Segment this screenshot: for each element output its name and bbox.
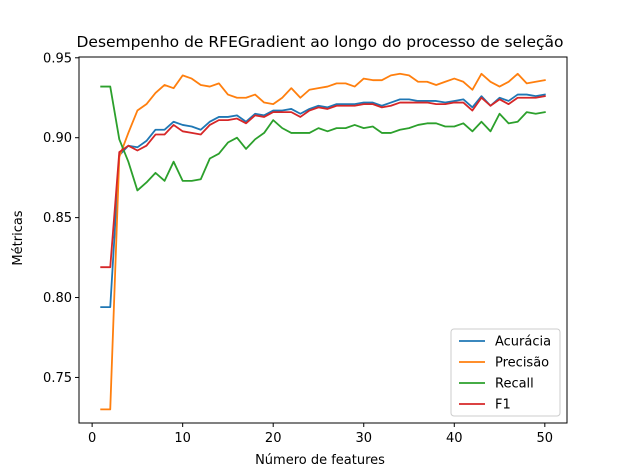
x-tick-label-4: 40 [446,431,463,446]
x-tick-label-5: 50 [537,431,554,446]
y-tick-label-0: 0.75 [43,371,72,386]
series-line-1 [100,72,546,411]
legend-label-0: Acurácia [495,335,551,350]
series-line-2 [100,85,546,192]
legend-label-1: Precisão [495,356,549,371]
legend: Acurácia Precisão Recall F1 [450,328,561,417]
y-tick-label-1: 0.80 [43,291,72,306]
y-tick-label-2: 0.85 [43,211,72,226]
series-line-0 [100,93,546,309]
plot-frame [78,56,568,424]
chart-title: Desempenho de RFEGradient ao longo do pr… [76,33,563,51]
y-tick-label-3: 0.90 [43,131,72,146]
legend-label-2: Recall [495,377,534,392]
y-tick-label-4: 0.95 [43,51,72,66]
series-layer [100,72,546,411]
y-axis-label: Métricas [11,210,26,265]
x-axis-label: Número de features [255,453,385,468]
legend-label-3: F1 [495,398,511,413]
series-line-3 [100,95,546,269]
x-tick-label-0: 0 [88,431,96,446]
axes-layer: 0 10 20 30 40 50 0.75 0.80 0.85 0.90 0.95 [43,51,568,446]
x-tick-label-3: 30 [355,431,372,446]
x-tick-label-2: 20 [265,431,282,446]
legend-box [450,328,561,417]
x-tick-label-1: 10 [174,431,191,446]
